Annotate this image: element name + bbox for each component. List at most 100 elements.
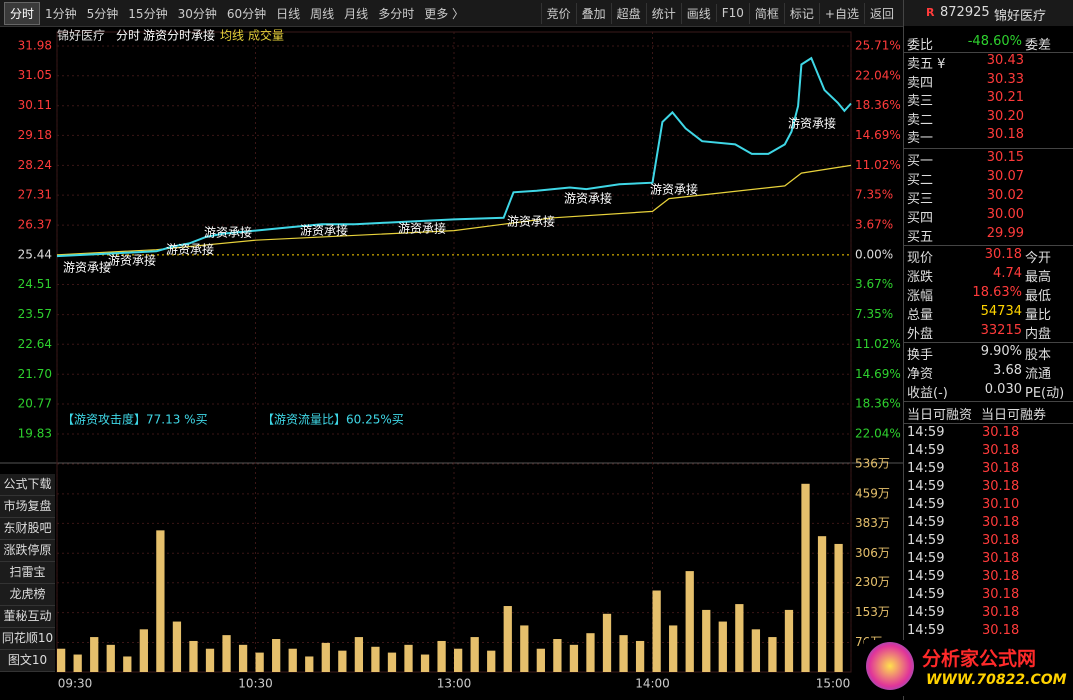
trade-price: 30.18: [982, 605, 1020, 620]
period-tab[interactable]: 月线: [344, 6, 369, 21]
period-tab[interactable]: 15分钟: [128, 6, 168, 21]
trade-time: 14:59: [907, 461, 945, 476]
volume-bar: [354, 637, 364, 672]
tool-button[interactable]: 超盘: [610, 2, 646, 24]
volume-bar: [801, 483, 810, 672]
row-label: 总量: [907, 308, 934, 323]
tool-button[interactable]: 统计: [645, 2, 681, 24]
sidebar-button[interactable]: 公式下载: [0, 474, 55, 496]
volume-bar: [387, 652, 397, 672]
annotation: 游资承接: [63, 260, 111, 275]
badge: R: [926, 6, 935, 19]
sidebar-button[interactable]: 涨跌停原因: [0, 540, 55, 562]
tool-button[interactable]: F10: [715, 4, 749, 22]
sidebar-button[interactable]: 董秘互动: [0, 606, 55, 628]
y-tick-label: 28.24: [18, 158, 52, 172]
row-value: 0.030: [984, 382, 1022, 397]
sidebar-button[interactable]: 龙虎榜: [0, 584, 55, 606]
period-tab[interactable]: 30分钟: [177, 6, 217, 21]
separator: [904, 423, 1073, 424]
watermark-url: WWW.70822.COM: [926, 672, 1067, 688]
volume-bar: [536, 648, 545, 672]
legend-avg: 均线: [220, 29, 244, 43]
volume-bar: [602, 613, 612, 672]
row-label-2: 流通: [1025, 367, 1052, 382]
tool-button[interactable]: 叠加: [575, 2, 611, 24]
row-label: 换手: [907, 348, 934, 363]
volume-bar: [520, 625, 529, 672]
row-label: 买四: [907, 211, 934, 226]
row-label: 买五: [907, 230, 934, 245]
volume-bar: [503, 606, 512, 672]
row-label-2: 内盘: [1025, 327, 1052, 342]
trade-time: 14:59: [907, 587, 945, 602]
row-value: 4.74: [993, 266, 1022, 281]
toolbar: 分时 1分钟 5分钟 15分钟 30分钟 60分钟 日线 周线 月线 多分时 更多 〉 竞价 叠加 超盘…: [0, 0, 903, 27]
volume-bar: [619, 635, 628, 672]
y-tick-label: 31.98: [18, 39, 52, 53]
y2-tick-label: 7.35%: [855, 307, 893, 321]
x-tick-label: 09:30: [58, 677, 93, 691]
volume-tick-label: 230万: [855, 575, 890, 589]
period-tab[interactable]: 5分钟: [86, 6, 119, 21]
tool-button[interactable]: 返回: [863, 2, 899, 24]
volume-bar: [255, 652, 264, 672]
row-label: 卖一: [907, 131, 934, 146]
tool-button[interactable]: 竞价: [540, 2, 576, 24]
annotation: 游资承接: [507, 214, 555, 229]
row-label-2: 今开: [1025, 251, 1052, 266]
period-tab[interactable]: 周线: [310, 6, 335, 21]
volume-bar: [321, 642, 330, 672]
tool-button[interactable]: 标记: [783, 2, 819, 24]
y-tick-label: 19.83: [18, 427, 52, 441]
period-tab[interactable]: 1分钟: [45, 6, 77, 21]
trade-price: 30.18: [982, 479, 1020, 494]
watermark: 分析家公式网 WWW.70822.COM: [864, 640, 1069, 696]
trade-price: 30.18: [982, 443, 1020, 458]
period-tab[interactable]: 更多 〉: [424, 6, 465, 21]
volume-bar: [834, 543, 843, 672]
separator: [904, 52, 1073, 53]
volume-bar: [817, 536, 827, 672]
period-tab[interactable]: 多分时: [378, 6, 415, 21]
tool-buttons: 竞价 叠加 超盘 统计 画线 F10 简框 标记 +自选 返回: [537, 2, 903, 24]
margin-label: 当日可融券: [981, 408, 1047, 423]
volume-bar: [123, 656, 132, 672]
row-value: 30.18: [986, 127, 1024, 142]
signal-text: 【游资流量比】60.25%买: [262, 413, 404, 427]
tool-button[interactable]: +自选: [818, 2, 864, 24]
period-tab[interactable]: 分时: [4, 1, 41, 25]
volume-bar: [57, 648, 66, 672]
trade-time: 14:59: [907, 425, 945, 440]
sidebar-button[interactable]: 扫雷宝: [0, 562, 55, 584]
annotation: 游资承接: [650, 182, 698, 197]
y2-tick-label: 22.04%: [855, 427, 901, 441]
row-value: 30.15: [986, 150, 1024, 165]
row-value: 18.63%: [972, 285, 1022, 300]
sidebar-button[interactable]: 图文10: [0, 650, 55, 672]
y-tick-label: 23.57: [18, 307, 52, 321]
trade-price: 30.18: [982, 461, 1020, 476]
period-tab[interactable]: 日线: [276, 6, 301, 21]
volume-bar: [768, 637, 777, 672]
trade-time: 14:59: [907, 479, 945, 494]
x-tick-label: 13:00: [437, 677, 472, 691]
sidebar-button[interactable]: 东财股吧: [0, 518, 55, 540]
trade-time: 14:59: [907, 533, 945, 548]
trade-price: 30.18: [982, 587, 1020, 602]
watermark-name: 分析家公式网: [922, 648, 1037, 670]
volume-bar: [784, 609, 794, 672]
quote-header: R 872925 锦好医疗: [904, 0, 1073, 26]
trade-price: 30.18: [982, 533, 1020, 548]
tool-button[interactable]: 画线: [680, 2, 716, 24]
sidebar-button[interactable]: 市场复盘: [0, 496, 55, 518]
tool-button[interactable]: 简框: [748, 2, 784, 24]
y2-tick-label: 11.02%: [855, 337, 901, 351]
y-tick-label: 20.77: [18, 396, 52, 410]
row-label: 卖三: [907, 94, 934, 109]
trade-time: 14:59: [907, 443, 945, 458]
volume-bar: [569, 644, 579, 672]
sidebar-button[interactable]: 同花顺10: [0, 628, 55, 650]
period-tab[interactable]: 60分钟: [226, 6, 267, 21]
volume-bar: [702, 609, 711, 672]
